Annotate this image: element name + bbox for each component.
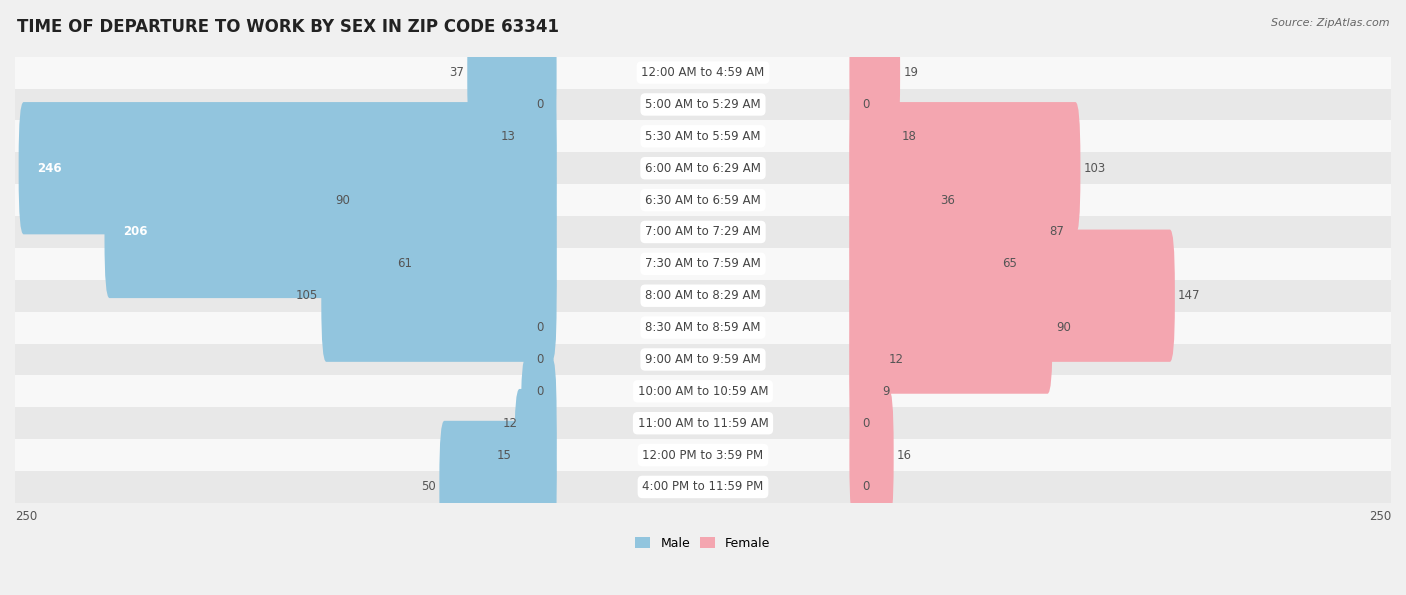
- FancyBboxPatch shape: [439, 421, 557, 553]
- FancyBboxPatch shape: [353, 134, 557, 266]
- Text: 65: 65: [1002, 257, 1017, 270]
- Text: 6:30 AM to 6:59 AM: 6:30 AM to 6:59 AM: [645, 193, 761, 206]
- Text: 7:00 AM to 7:29 AM: 7:00 AM to 7:29 AM: [645, 226, 761, 239]
- Bar: [15, 343, 1391, 375]
- Text: TIME OF DEPARTURE TO WORK BY SEX IN ZIP CODE 63341: TIME OF DEPARTURE TO WORK BY SEX IN ZIP …: [17, 18, 558, 36]
- Bar: [15, 312, 1391, 343]
- FancyBboxPatch shape: [849, 293, 884, 425]
- Text: 11:00 AM to 11:59 AM: 11:00 AM to 11:59 AM: [638, 416, 768, 430]
- Text: 90: 90: [335, 193, 350, 206]
- FancyBboxPatch shape: [849, 261, 1053, 394]
- FancyBboxPatch shape: [849, 230, 1175, 362]
- Text: 250: 250: [1369, 510, 1391, 523]
- Bar: [15, 152, 1391, 184]
- Text: 50: 50: [422, 480, 436, 493]
- Legend: Male, Female: Male, Female: [630, 532, 776, 555]
- Text: 18: 18: [901, 130, 917, 143]
- Bar: [15, 439, 1391, 471]
- Text: 0: 0: [863, 98, 870, 111]
- FancyBboxPatch shape: [849, 389, 894, 521]
- Text: 19: 19: [904, 66, 918, 79]
- Text: 12: 12: [889, 353, 904, 366]
- Text: 5:30 AM to 5:59 AM: 5:30 AM to 5:59 AM: [645, 130, 761, 143]
- Text: 105: 105: [295, 289, 318, 302]
- FancyBboxPatch shape: [849, 134, 936, 266]
- FancyBboxPatch shape: [849, 102, 1080, 234]
- Text: 10:00 AM to 10:59 AM: 10:00 AM to 10:59 AM: [638, 385, 768, 398]
- Text: Source: ZipAtlas.com: Source: ZipAtlas.com: [1271, 18, 1389, 28]
- Text: 0: 0: [536, 321, 543, 334]
- Text: 103: 103: [1084, 162, 1107, 175]
- Bar: [15, 89, 1391, 120]
- Bar: [15, 120, 1391, 152]
- Text: 0: 0: [536, 353, 543, 366]
- FancyBboxPatch shape: [515, 389, 557, 521]
- FancyBboxPatch shape: [849, 325, 879, 458]
- Text: 16: 16: [897, 449, 912, 462]
- Text: 246: 246: [38, 162, 62, 175]
- Text: 250: 250: [15, 510, 37, 523]
- Bar: [15, 375, 1391, 407]
- Bar: [15, 471, 1391, 503]
- Text: 5:00 AM to 5:29 AM: 5:00 AM to 5:29 AM: [645, 98, 761, 111]
- Text: 12:00 PM to 3:59 PM: 12:00 PM to 3:59 PM: [643, 449, 763, 462]
- FancyBboxPatch shape: [104, 166, 557, 298]
- FancyBboxPatch shape: [522, 357, 557, 489]
- FancyBboxPatch shape: [416, 198, 557, 330]
- FancyBboxPatch shape: [467, 7, 557, 139]
- Text: 36: 36: [939, 193, 955, 206]
- Text: 15: 15: [496, 449, 512, 462]
- Text: 0: 0: [536, 385, 543, 398]
- Bar: [15, 248, 1391, 280]
- Text: 9:00 AM to 9:59 AM: 9:00 AM to 9:59 AM: [645, 353, 761, 366]
- FancyBboxPatch shape: [519, 70, 557, 202]
- Bar: [15, 280, 1391, 312]
- Text: 7:30 AM to 7:59 AM: 7:30 AM to 7:59 AM: [645, 257, 761, 270]
- Text: 206: 206: [124, 226, 148, 239]
- Text: 0: 0: [863, 480, 870, 493]
- FancyBboxPatch shape: [322, 230, 557, 362]
- Text: 4:00 PM to 11:59 PM: 4:00 PM to 11:59 PM: [643, 480, 763, 493]
- Text: 147: 147: [1178, 289, 1201, 302]
- Text: 6:00 AM to 6:29 AM: 6:00 AM to 6:29 AM: [645, 162, 761, 175]
- Text: 8:30 AM to 8:59 AM: 8:30 AM to 8:59 AM: [645, 321, 761, 334]
- Text: 12:00 AM to 4:59 AM: 12:00 AM to 4:59 AM: [641, 66, 765, 79]
- Text: 87: 87: [1049, 226, 1064, 239]
- Text: 13: 13: [501, 130, 516, 143]
- Bar: [15, 216, 1391, 248]
- FancyBboxPatch shape: [849, 198, 998, 330]
- Bar: [15, 57, 1391, 89]
- Bar: [15, 407, 1391, 439]
- Text: 37: 37: [449, 66, 464, 79]
- FancyBboxPatch shape: [849, 70, 898, 202]
- FancyBboxPatch shape: [849, 7, 900, 139]
- Text: 0: 0: [863, 416, 870, 430]
- Text: 90: 90: [1056, 321, 1071, 334]
- Text: 0: 0: [536, 98, 543, 111]
- Text: 9: 9: [882, 385, 890, 398]
- FancyBboxPatch shape: [849, 166, 1046, 298]
- Text: 61: 61: [398, 257, 412, 270]
- FancyBboxPatch shape: [18, 102, 557, 234]
- Bar: [15, 184, 1391, 216]
- Text: 12: 12: [502, 416, 517, 430]
- Text: 8:00 AM to 8:29 AM: 8:00 AM to 8:29 AM: [645, 289, 761, 302]
